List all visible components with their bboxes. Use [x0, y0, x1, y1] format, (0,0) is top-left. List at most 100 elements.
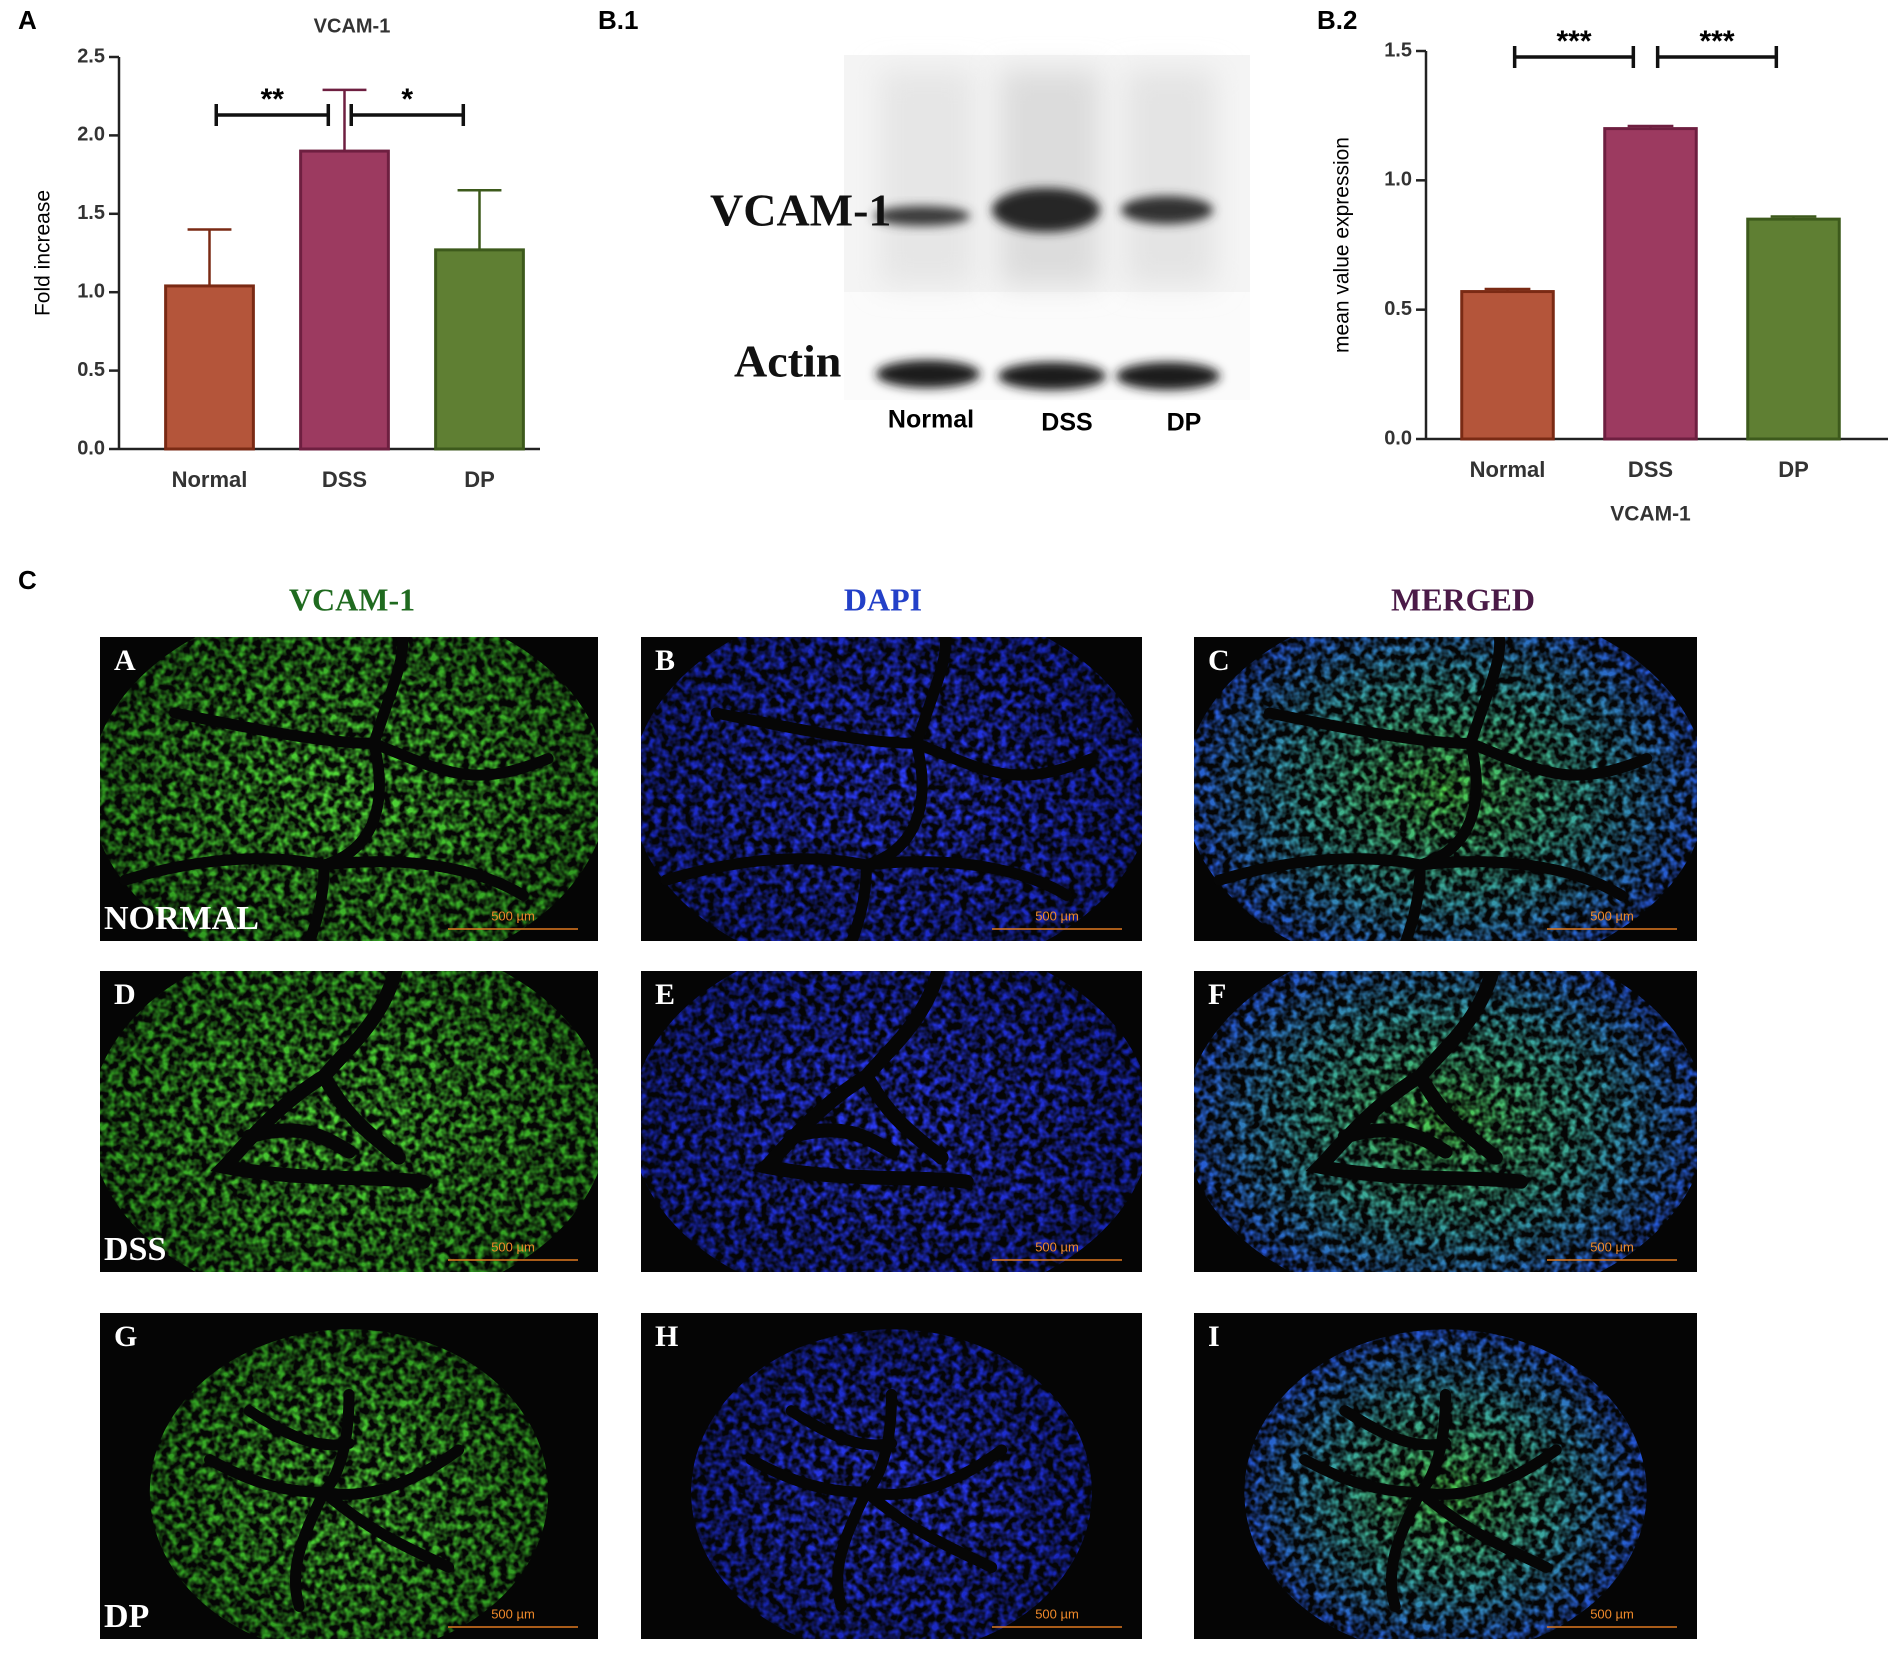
lumen: [745, 1389, 1008, 1612]
x-tick-label: DP: [1778, 457, 1809, 482]
panel-label: A: [18, 5, 37, 35]
y-tick-label: 0.0: [1384, 427, 1412, 449]
y-tick-label: 2.5: [77, 45, 105, 67]
x-tick-label: Normal: [1470, 457, 1546, 482]
bar: [299, 149, 390, 451]
micrograph: 500 µm B: [641, 637, 1142, 941]
scale-bar-label: 500 µm: [1035, 1606, 1079, 1621]
significance-bracket: [1512, 46, 1636, 68]
bar: [434, 248, 525, 451]
micrograph: 500 µm E: [641, 971, 1142, 1272]
tissue: [691, 1329, 1092, 1639]
protein-label: VCAM-1: [710, 185, 891, 236]
panel-label: B.1: [598, 5, 638, 35]
lumen: [1299, 1389, 1562, 1612]
bar: [1460, 290, 1555, 441]
lumen: [660, 637, 1098, 941]
y-axis-label: mean value expression: [1331, 137, 1354, 353]
x-tick-label: DSS: [1628, 457, 1673, 482]
lane-label: Normal: [888, 406, 974, 434]
error-bar: [187, 228, 232, 286]
scale-bar-label: 500 µm: [1035, 1239, 1079, 1254]
lane-label: DSS: [1041, 409, 1092, 437]
lumen: [1213, 637, 1653, 941]
blot-image: [844, 55, 1250, 400]
significance-label: ***: [1556, 25, 1591, 58]
scale-bar-label: 500 µm: [1035, 908, 1079, 923]
y-tick-label: 1.5: [1384, 39, 1412, 61]
bar: [164, 284, 255, 451]
tissue: [641, 637, 1142, 941]
lumen: [210, 971, 431, 1189]
error-bar: [1484, 287, 1531, 292]
significance-label: *: [401, 83, 413, 116]
tissue: [100, 637, 598, 941]
y-tick-label: 1.0: [1384, 169, 1412, 191]
bar: [1603, 127, 1698, 441]
column-heading: DAPI: [844, 581, 922, 617]
panel-letter: B: [655, 644, 675, 677]
y-tick-label: 0.5: [77, 359, 105, 381]
x-tick-label: Normal: [172, 467, 248, 492]
panel-letter: E: [655, 978, 675, 1011]
panel-letter: H: [655, 1320, 678, 1353]
micrograph: 500 µm I: [1194, 1313, 1697, 1639]
y-tick-label: 0.0: [77, 437, 105, 459]
protein-label: Actin: [734, 336, 841, 387]
scale-bar-label: 500 µm: [1590, 1606, 1634, 1621]
row-label: NORMAL: [104, 900, 259, 937]
lumen: [119, 637, 554, 941]
micrograph: 500 µm A NORMAL: [100, 637, 598, 941]
scale-bar-label: 500 µm: [491, 1606, 535, 1621]
panel-letter: C: [1208, 644, 1230, 677]
error-bar: [1627, 124, 1674, 129]
row-label: DSS: [104, 1231, 166, 1268]
micrograph: 500 µm G DP: [100, 1313, 598, 1639]
tissue: [1194, 971, 1697, 1272]
y-axis-label: Fold increase: [32, 190, 55, 316]
y-tick-label: 0.5: [1384, 298, 1412, 320]
scale-bar-label: 500 µm: [1590, 1239, 1634, 1254]
bar: [1746, 217, 1841, 441]
tissue: [641, 971, 1142, 1272]
panel-letter: D: [114, 978, 136, 1011]
significance-label: ***: [1699, 25, 1734, 58]
tissue: [1244, 1329, 1647, 1639]
panel-label: C: [18, 565, 37, 595]
x-tick-label: DP: [464, 467, 495, 492]
y-tick-label: 2.0: [77, 124, 105, 146]
panel-letter: G: [114, 1320, 137, 1353]
error-bar: [322, 88, 367, 152]
tissue: [149, 1329, 549, 1639]
y-tick-label: 1.0: [77, 280, 105, 302]
column-heading: MERGED: [1391, 581, 1535, 617]
panel-letter: F: [1208, 978, 1226, 1011]
x-tick-label: DSS: [322, 467, 367, 492]
significance-bracket: [349, 104, 466, 126]
tissue: [1194, 637, 1697, 941]
lumen: [204, 1389, 465, 1612]
significance-label: **: [261, 83, 285, 116]
significance-bracket: [1655, 46, 1779, 68]
lane-label: DP: [1167, 409, 1202, 437]
y-tick-label: 1.5: [77, 202, 105, 224]
error-bar: [1770, 215, 1817, 220]
scale-bar-label: 500 µm: [491, 908, 535, 923]
lumen: [752, 971, 974, 1189]
row-label: DP: [104, 1598, 149, 1635]
micrograph: 500 µm D DSS: [100, 971, 598, 1272]
micrograph: 500 µm C: [1194, 637, 1697, 941]
column-heading: VCAM-1: [289, 581, 415, 617]
x-axis-label: VCAM-1: [1610, 503, 1691, 526]
micrograph: 500 µm H: [641, 1313, 1142, 1639]
chart-title: VCAM-1: [314, 15, 391, 37]
tissue: [100, 971, 598, 1272]
panel-letter: A: [114, 644, 136, 677]
error-bar: [457, 189, 502, 250]
scale-bar-label: 500 µm: [1590, 908, 1634, 923]
panel-letter: I: [1208, 1320, 1220, 1353]
scale-bar-label: 500 µm: [491, 1239, 535, 1254]
panel-label: B.2: [1317, 5, 1357, 35]
